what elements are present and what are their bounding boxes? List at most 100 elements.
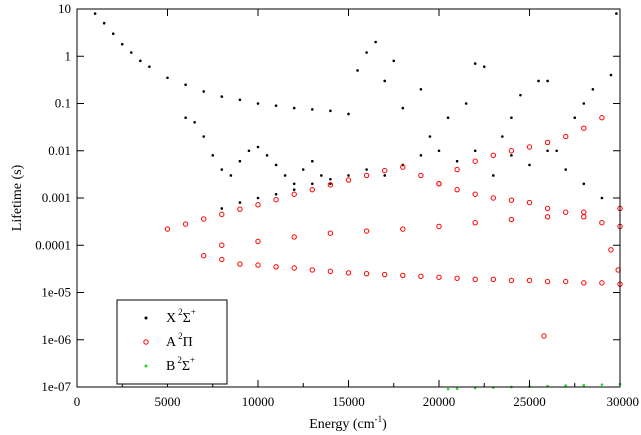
data-point [211,154,215,157]
data-point [273,197,279,203]
data-point [526,144,533,150]
data-point [327,230,334,236]
data-point [446,387,450,391]
data-point [582,102,586,105]
y-tick-label: 1e-05 [41,285,71,300]
legend: X 2Σ+ A 2Π B 2Σ+ [116,299,228,385]
data-point [102,21,106,25]
data-point [283,174,287,177]
data-point [541,333,547,339]
x-tick-label: 0 [74,394,81,409]
data-point [201,253,207,259]
data-point [291,265,297,271]
data-point [130,51,133,54]
data-point [608,247,614,253]
data-point [311,159,314,163]
series-x [93,12,618,210]
data-point [365,51,368,54]
data-point [581,280,587,286]
data-point [292,106,296,110]
data-point [327,268,334,275]
legend-label: B 2Σ+ [166,355,195,374]
data-point [238,201,242,204]
data-point [544,214,551,220]
data-point [219,211,225,218]
data-point [166,76,169,80]
y-tick-label: 0.001 [42,190,71,205]
x-tick-label: 15000 [332,394,365,409]
data-point [120,42,124,46]
legend-entry-a: A 2Π [143,331,193,350]
data-point [564,384,567,387]
legend-marker [143,339,149,345]
data-point [291,191,297,197]
data-point [292,182,296,186]
y-tick-label: 1e-07 [41,379,71,394]
data-point [508,216,515,223]
data-point [600,383,604,386]
data-point [454,186,460,193]
data-point [292,188,296,191]
data-point [436,274,442,280]
data-point [164,226,171,232]
data-point [464,102,468,105]
data-point [382,167,388,174]
data-point [184,83,187,86]
data-point [581,214,587,220]
data-point [202,90,205,93]
data-point [256,196,260,200]
legend-label: X 2Σ+ [166,307,196,326]
y-tick-label: 10 [58,1,71,16]
data-point [436,181,442,187]
data-point [454,166,460,173]
data-point [219,242,225,248]
data-point [454,275,460,281]
data-point [508,148,515,154]
data-point [182,221,189,227]
x-tick-label: 30000 [607,394,640,409]
data-point [255,262,261,268]
data-point [418,172,424,179]
data-point [139,59,142,63]
legend-entry-x: X 2Σ+ [144,307,196,326]
data-point [274,104,278,107]
data-point [329,109,332,113]
data-point [247,149,251,153]
data-point [599,220,605,226]
data-point [437,149,441,153]
x-tick-label: 5000 [155,394,181,409]
data-point [256,102,260,105]
data-point [573,116,577,120]
data-point [563,133,569,140]
data-point [383,79,387,83]
data-point [490,195,496,201]
legend-box [116,299,228,385]
data-point [492,174,495,177]
data-point [220,168,224,171]
data-point [363,270,370,277]
legend-marker [144,364,148,368]
data-point [599,115,605,121]
data-point [400,272,406,279]
data-point [219,256,225,263]
x-axis-ticks: 0 5000 10000 15000 20000 25000 30000 [74,9,639,409]
data-point [482,65,486,69]
data-point [347,174,350,177]
x-tick-label: 10000 [242,394,275,409]
data-point [581,209,587,215]
data-point [519,93,522,97]
data-point [374,40,377,44]
y-tick-label: 0.01 [48,143,71,158]
data-marks [93,12,623,391]
data-point [599,280,605,286]
data-point [309,186,315,193]
x-tick-label: 25000 [513,394,546,409]
data-point [237,206,243,212]
data-point [274,163,278,167]
data-point [365,168,368,171]
data-point [220,95,224,98]
data-point [564,168,567,171]
data-point [472,158,478,164]
data-point [546,149,549,153]
data-point [291,234,297,240]
